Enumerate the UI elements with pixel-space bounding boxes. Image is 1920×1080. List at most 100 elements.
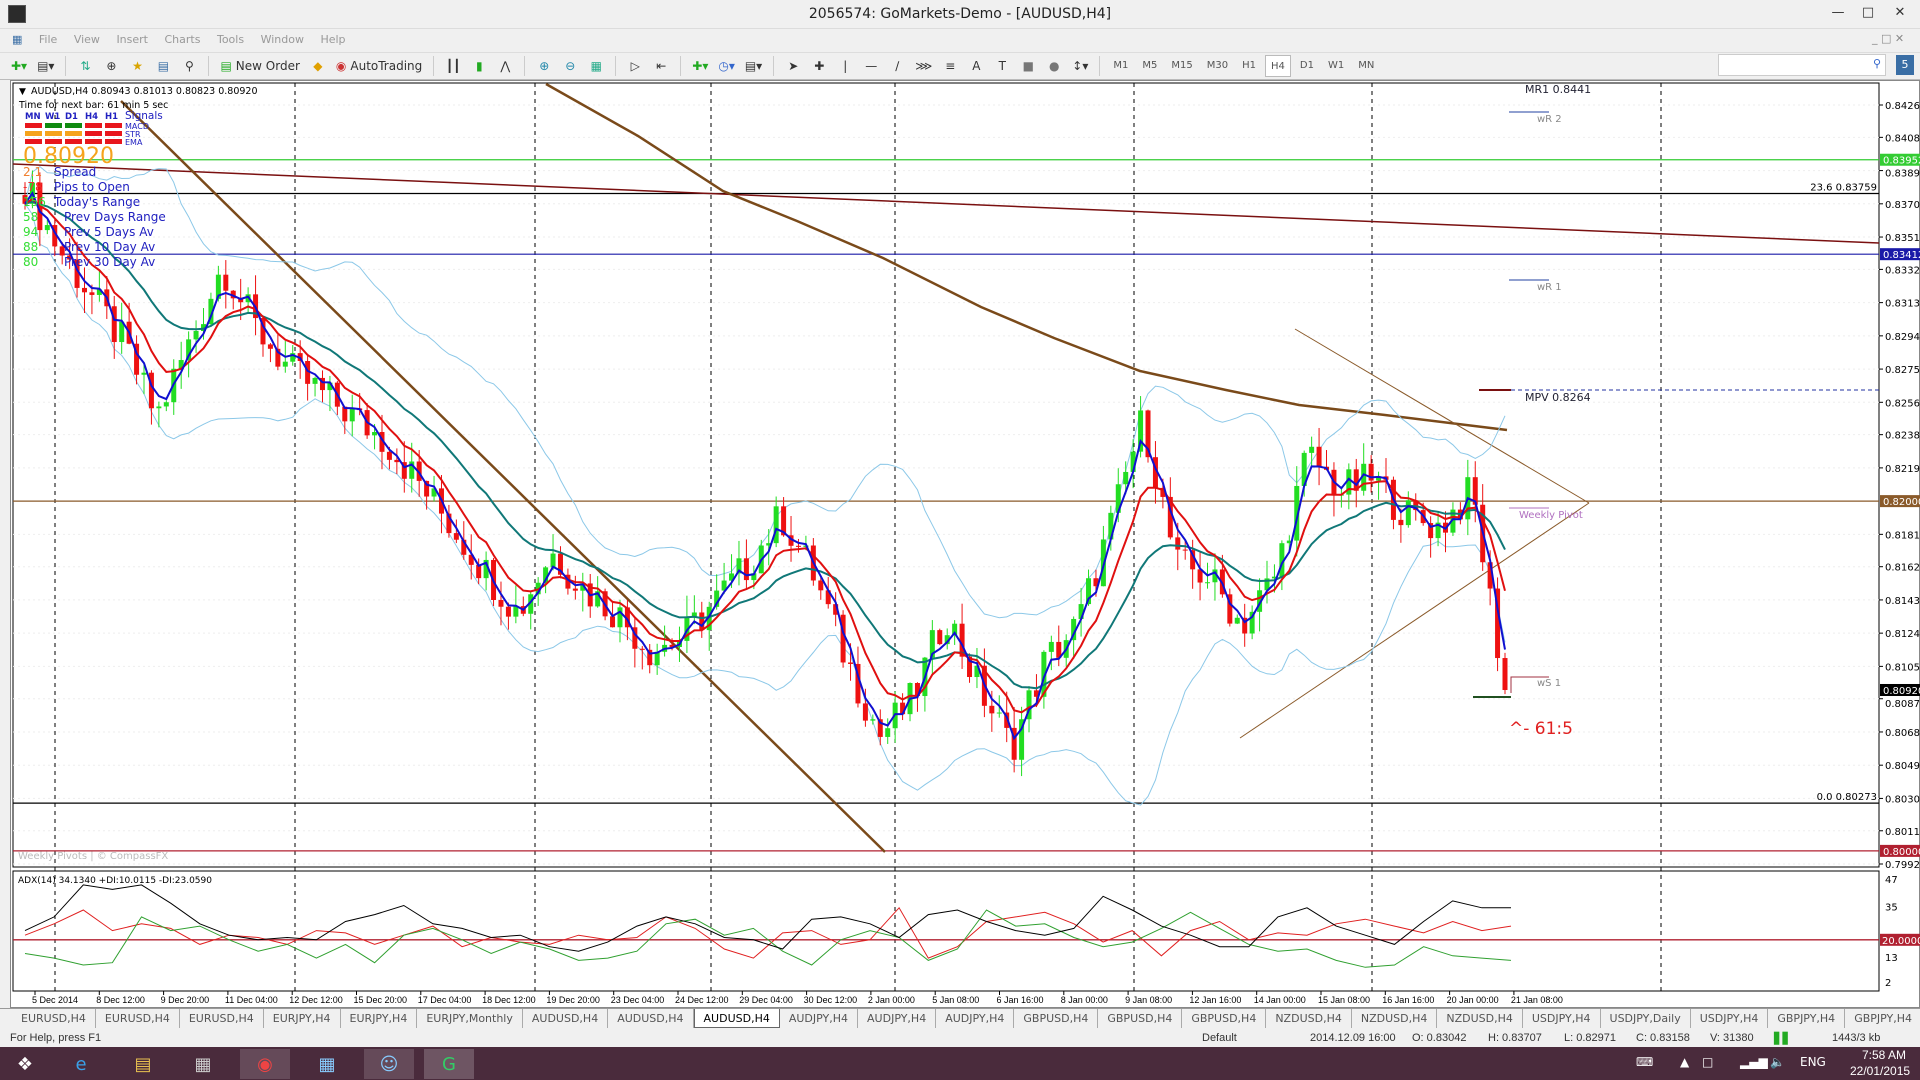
metatrader-icon[interactable]: G (424, 1049, 474, 1079)
chart-menu-icon[interactable]: ▦ (12, 33, 23, 46)
crosshair-icon[interactable]: ✚ (814, 59, 825, 73)
new-chart-icon[interactable]: ✚▾ (11, 59, 28, 73)
close-icon[interactable]: ✕ (1894, 5, 1906, 20)
menu-help[interactable]: Help (320, 33, 346, 46)
timeframe-w1[interactable]: W1 (1327, 60, 1345, 71)
chart-tab[interactable]: EURUSD,H4 (96, 1009, 180, 1028)
chart-tab[interactable]: EURJPY,H4 (341, 1009, 418, 1028)
menu-file[interactable]: File (38, 33, 58, 46)
chart-tab[interactable]: GBPUSD,H4 (1182, 1009, 1267, 1028)
minimize-icon[interactable]: — (1831, 5, 1845, 20)
maximize-icon[interactable]: □ (1861, 5, 1875, 20)
rectangle-icon[interactable]: ■ (1022, 59, 1034, 73)
chart-tab[interactable]: GBPJPY,H4 (1845, 1009, 1920, 1028)
volume-icon[interactable]: 🔈 (1770, 1055, 1785, 1069)
timeframe-h1[interactable]: H1 (1242, 60, 1256, 71)
chrome-icon[interactable]: ◉ (240, 1049, 290, 1079)
tray-expand-icon[interactable]: ▲ (1680, 1055, 1690, 1069)
terminal-icon[interactable]: ▤ (157, 59, 170, 73)
chart-tab[interactable]: EURJPY,Monthly (417, 1009, 523, 1028)
timeframe-m30[interactable]: M30 (1206, 60, 1229, 71)
status-open: O: 0.83042 (1412, 1032, 1467, 1044)
trendline-icon[interactable]: ∕ (895, 59, 900, 73)
autotrading-button[interactable]: ◉ AutoTrading (335, 59, 423, 73)
signal-period: W1 (45, 112, 60, 122)
contacts-icon[interactable]: ☺ (364, 1049, 414, 1079)
file-explorer-icon[interactable]: ▤ (134, 1053, 152, 1075)
text-label-icon[interactable]: T (998, 59, 1006, 73)
strategy-tester-icon[interactable]: ⚲ (185, 59, 194, 73)
menu-window[interactable]: Window (260, 33, 304, 46)
timeframe-mn[interactable]: MN (1358, 60, 1375, 71)
ellipse-icon[interactable]: ● (1049, 59, 1060, 73)
chart-tab[interactable]: NZDUSD,H4 (1437, 1009, 1523, 1028)
menu-charts[interactable]: Charts (164, 33, 201, 46)
chart-tab[interactable]: AUDUSD,H4 (693, 1009, 780, 1028)
timeframe-d1[interactable]: D1 (1299, 60, 1314, 71)
chart-tab[interactable]: AUDJPY,H4 (780, 1009, 859, 1028)
zoom-in-icon[interactable]: ⊕ (539, 59, 550, 73)
timeframe-m5[interactable]: M5 (1142, 60, 1158, 71)
chart-tab[interactable]: EURUSD,H4 (180, 1009, 264, 1028)
search-input[interactable]: ⚲ (1718, 54, 1886, 76)
new-order-button[interactable]: ▤ New Order (220, 59, 300, 73)
chart-tab[interactable]: AUDJPY,H4 (936, 1009, 1015, 1028)
chart-tab[interactable]: USDJPY,H4 (1691, 1009, 1769, 1028)
chart-tab[interactable]: EURUSD,H4 (12, 1009, 96, 1028)
horizontal-line-icon[interactable]: — (865, 59, 878, 73)
clock-date[interactable]: 22/01/2015 (1850, 1064, 1911, 1078)
line-chart-icon[interactable]: ⋀ (500, 59, 511, 73)
chart-tab[interactable]: GBPJPY,H4 (1768, 1009, 1846, 1028)
cursor-icon[interactable]: ➤ (788, 59, 799, 73)
timeframe-m1[interactable]: M1 (1113, 60, 1129, 71)
chart-tab[interactable]: NZDUSD,H4 (1266, 1009, 1352, 1028)
network-icon[interactable]: ▂▄▆ (1740, 1055, 1768, 1069)
chart-tab[interactable]: USDJPY,Daily (1601, 1009, 1691, 1028)
chart-tab[interactable]: GBPUSD,H4 (1098, 1009, 1183, 1028)
candlestick-icon[interactable]: ▮ (475, 59, 483, 73)
vertical-line-icon[interactable]: | (843, 59, 848, 73)
arrows-icon[interactable]: ↕▾ (1072, 59, 1089, 73)
timeframe-h4[interactable]: H4 (1264, 55, 1291, 77)
chart-tab[interactable]: GBPUSD,H4 (1014, 1009, 1099, 1028)
menu-view[interactable]: View (73, 33, 100, 46)
tile-windows-icon[interactable]: ▦ (590, 59, 602, 73)
periods-icon[interactable]: ◷▾ (718, 59, 735, 73)
profiles-icon[interactable]: ▤▾ (37, 59, 55, 73)
chart-tab[interactable]: EURJPY,H4 (264, 1009, 341, 1028)
search-icon[interactable]: ⚲ (1872, 57, 1881, 70)
templates-icon[interactable]: ▤▾ (744, 59, 763, 73)
community-icon[interactable]: 5 (1896, 55, 1914, 75)
chart-tab[interactable]: AUDUSD,H4 (608, 1009, 694, 1028)
chart-shift-icon[interactable]: ⇤ (656, 59, 667, 73)
auto-scroll-icon[interactable]: ▷ (630, 59, 640, 73)
app-icon-grid[interactable]: ▦ (194, 1053, 212, 1075)
language-indicator[interactable]: ENG (1800, 1055, 1826, 1069)
windows-start-icon[interactable]: ❖ (16, 1053, 34, 1075)
text-icon[interactable]: A (972, 59, 981, 73)
keyboard-icon[interactable]: ⌨ (1636, 1055, 1654, 1069)
chart-tab[interactable]: AUDUSD,H4 (523, 1009, 609, 1028)
timeframe-m15[interactable]: M15 (1171, 60, 1193, 71)
market-watch-icon[interactable]: ⇅ (80, 59, 91, 73)
clock-time[interactable]: 7:58 AM (1862, 1048, 1907, 1062)
chart-tab[interactable]: USDJPY,H4 (1523, 1009, 1601, 1028)
chart-tab[interactable]: NZDUSD,H4 (1352, 1009, 1438, 1028)
internet-explorer-icon[interactable]: e (75, 1053, 87, 1075)
indicators-icon[interactable]: ✚▾ (692, 59, 709, 73)
navigator-icon[interactable]: ★ (132, 59, 143, 73)
candle-body (1435, 522, 1441, 539)
child-window-controls[interactable]: _ □ ✕ (1872, 32, 1905, 45)
fibonacci-icon[interactable]: ≡ (945, 59, 956, 73)
equidistant-channel-icon[interactable]: ⋙ (915, 59, 933, 73)
data-window-icon[interactable]: ⊕ (106, 59, 117, 73)
zoom-out-icon[interactable]: ⊖ (565, 59, 576, 73)
calculator-icon[interactable]: ▦ (318, 1053, 336, 1075)
menu-tools[interactable]: Tools (216, 33, 245, 46)
chart-tab[interactable]: AUDJPY,H4 (858, 1009, 937, 1028)
bar-chart-icon[interactable]: ┃┃ (446, 59, 461, 73)
menu-insert[interactable]: Insert (116, 33, 148, 46)
metaeditor-icon[interactable]: ◆ (313, 59, 323, 73)
